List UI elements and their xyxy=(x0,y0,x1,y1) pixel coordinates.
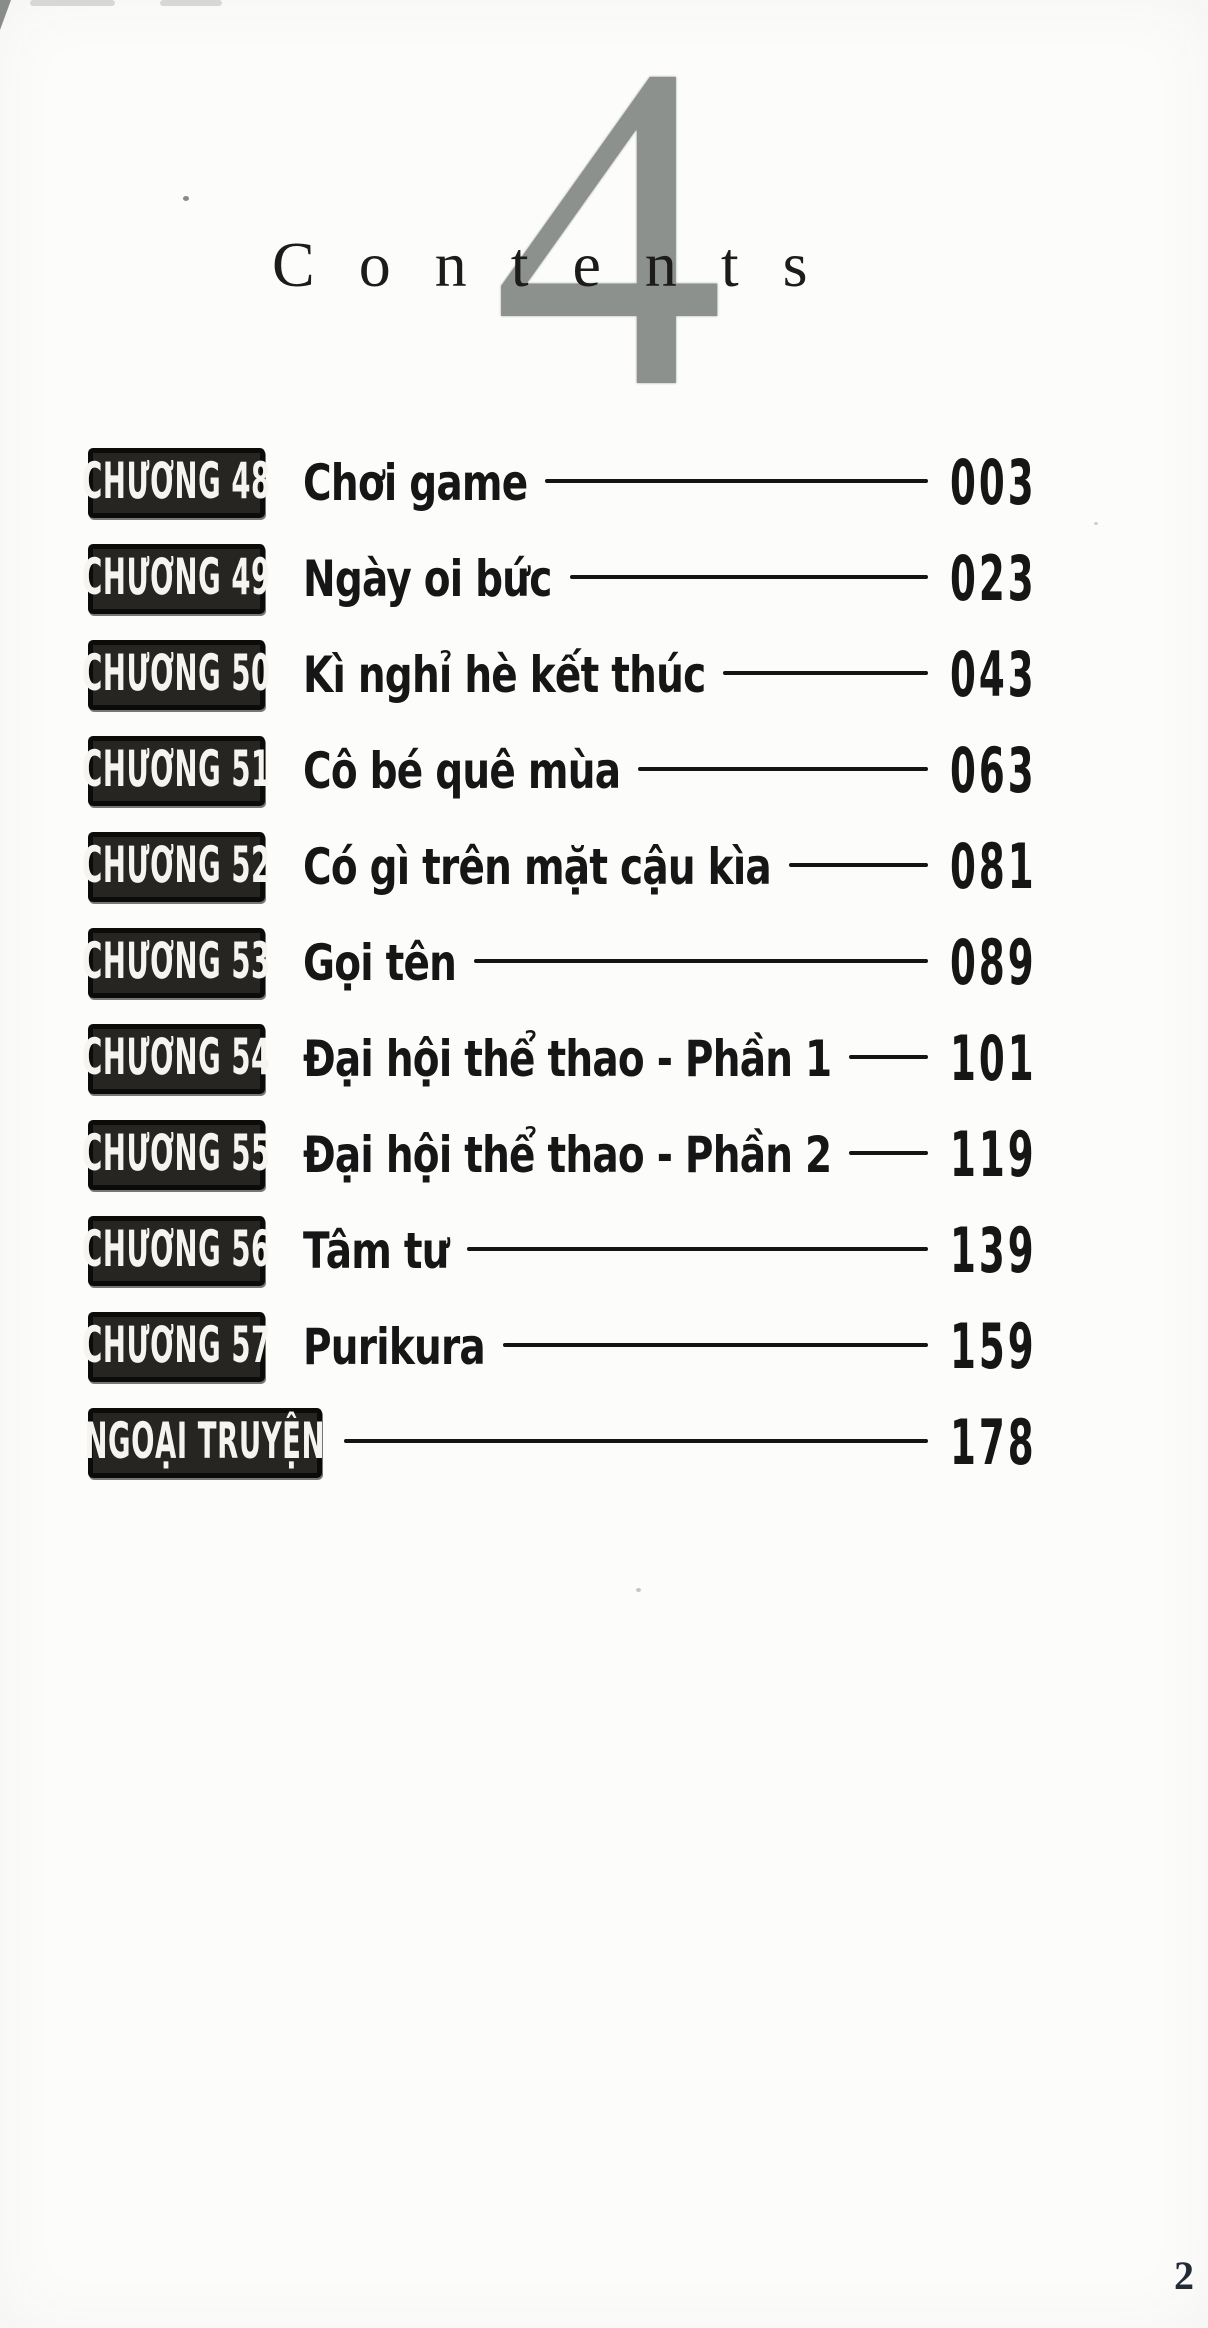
chapter-title: Gọi tên xyxy=(303,933,457,992)
contents-heading: Contents xyxy=(272,229,852,300)
page-number-text: 159 xyxy=(950,1310,1037,1383)
chapter-label-box: CHƯƠNG 54 xyxy=(82,1024,270,1094)
scan-corner-artifact xyxy=(0,0,11,30)
page-number-text: 178 xyxy=(950,1406,1037,1479)
page-number: 089 xyxy=(950,932,1038,994)
leader-line xyxy=(723,671,928,675)
toc-row: CHƯƠNG 48 Chơi game 003 xyxy=(82,448,1038,518)
toc-row: CHƯƠNG 54 Đại hội thể thao - Phần 1 101 xyxy=(82,1024,1038,1094)
volume-number-numeral: 4 xyxy=(492,0,725,484)
chapter-title: Chơi game xyxy=(303,453,528,512)
chapter-title-text: Gọi tên xyxy=(303,933,457,992)
toc-row: CHƯƠNG 51 Cô bé quê mùa 063 xyxy=(82,736,1038,806)
chapter-title: Kì nghỉ hè kết thúc xyxy=(303,645,706,704)
leader-line xyxy=(570,575,928,579)
leader-line xyxy=(503,1343,928,1347)
chapter-label-box: CHƯƠNG 57 xyxy=(82,1312,270,1382)
chapter-title: Tâm tư xyxy=(303,1221,450,1280)
chapter-label-box: CHƯƠNG 48 xyxy=(82,448,270,518)
chapter-title: Đại hội thể thao - Phần 2 xyxy=(303,1125,832,1184)
page-number-text: 101 xyxy=(950,1022,1037,1095)
chapter-title-text: Có gì trên mặt cậu kìa xyxy=(303,837,772,896)
page-number: 139 xyxy=(950,1220,1038,1282)
chapter-title-text: Kì nghỉ hè kết thúc xyxy=(303,645,706,704)
toc-row: CHƯƠNG 49 Ngày oi bức 023 xyxy=(82,544,1038,614)
page-number-text: 043 xyxy=(950,638,1037,711)
chapter-label: CHƯƠNG 50 xyxy=(82,644,271,702)
page-number-text: 023 xyxy=(950,542,1037,615)
chapter-title-text: Purikura xyxy=(303,1317,486,1376)
chapter-title: Purikura xyxy=(303,1317,486,1376)
toc-list: CHƯƠNG 48 Chơi game 003 CHƯƠNG 49 Ngày oi bứ… xyxy=(82,448,1038,1504)
page-number: 081 xyxy=(950,836,1038,898)
chapter-label-box: CHƯƠNG 49 xyxy=(82,544,270,614)
chapter-label: CHƯƠNG 57 xyxy=(82,1316,271,1374)
toc-row: CHƯƠNG 53 Gọi tên 089 xyxy=(82,928,1038,998)
leader-line xyxy=(467,1247,928,1251)
chapter-label-box: CHƯƠNG 56 xyxy=(82,1216,270,1286)
leader-line xyxy=(545,479,928,483)
scan-speck xyxy=(1094,522,1098,525)
chapter-label: CHƯƠNG 49 xyxy=(82,548,271,606)
page-number-text: 063 xyxy=(950,734,1037,807)
scan-edge-artifact xyxy=(160,0,222,6)
chapter-title: Đại hội thể thao - Phần 1 xyxy=(303,1029,832,1088)
chapter-label: CHƯƠNG 55 xyxy=(82,1124,271,1182)
chapter-label-box: CHƯƠNG 53 xyxy=(82,928,270,998)
page-number: 101 xyxy=(950,1028,1038,1090)
scan-edge-artifact xyxy=(30,0,115,6)
page-number-text: 139 xyxy=(950,1214,1037,1287)
scan-speck xyxy=(183,196,189,201)
chapter-label: CHƯƠNG 54 xyxy=(82,1028,271,1086)
chapter-title-text: Đại hội thể thao - Phần 2 xyxy=(303,1125,832,1184)
toc-row: NGOẠI TRUYỆN 178 xyxy=(85,1408,1038,1478)
toc-row: CHƯƠNG 55 Đại hội thể thao - Phần 2 119 xyxy=(82,1120,1038,1190)
chapter-title-text: Ngày oi bức xyxy=(303,549,552,608)
leader-line xyxy=(849,1151,928,1155)
page-number: 178 xyxy=(950,1412,1038,1474)
leader-line xyxy=(344,1439,928,1443)
chapter-label: CHƯƠNG 52 xyxy=(82,836,271,894)
page-number-text: 119 xyxy=(950,1118,1037,1191)
toc-row: CHƯƠNG 50 Kì nghỉ hè kết thúc 043 xyxy=(82,640,1038,710)
chapter-label: NGOẠI TRUYỆN xyxy=(84,1412,326,1470)
chapter-label: CHƯƠNG 53 xyxy=(82,932,271,990)
chapter-title-text: Chơi game xyxy=(303,453,528,512)
chapter-label-box: NGOẠI TRUYỆN xyxy=(85,1408,325,1478)
leader-line xyxy=(638,767,928,771)
chapter-title: Ngày oi bức xyxy=(303,549,552,608)
scan-speck xyxy=(636,1588,641,1592)
page-number-text: 089 xyxy=(950,926,1037,999)
chapter-label: CHƯƠNG 48 xyxy=(82,452,271,510)
page-number: 023 xyxy=(950,548,1038,610)
page-number: 063 xyxy=(950,740,1038,802)
chapter-title: Có gì trên mặt cậu kìa xyxy=(303,837,772,896)
chapter-label: CHƯƠNG 51 xyxy=(82,740,271,798)
page-number-text: 003 xyxy=(950,446,1037,519)
leader-line xyxy=(789,863,928,867)
toc-row: CHƯƠNG 52 Có gì trên mặt cậu kìa 081 xyxy=(82,832,1038,902)
chapter-label-box: CHƯƠNG 51 xyxy=(82,736,270,806)
leader-line xyxy=(849,1055,928,1059)
page-number-text: 081 xyxy=(950,830,1037,903)
page-number: 119 xyxy=(950,1124,1038,1186)
corner-page-number: 2 xyxy=(1174,2253,1194,2298)
chapter-title-text: Cô bé quê mùa xyxy=(303,741,621,800)
toc-row: CHƯƠNG 56 Tâm tư 139 xyxy=(82,1216,1038,1286)
leader-line xyxy=(474,959,928,963)
chapter-title: Cô bé quê mùa xyxy=(303,741,621,800)
page-number: 043 xyxy=(950,644,1038,706)
chapter-label-box: CHƯƠNG 52 xyxy=(82,832,270,902)
chapter-label: CHƯƠNG 56 xyxy=(82,1220,271,1278)
page-number: 003 xyxy=(950,452,1038,514)
page-number: 159 xyxy=(950,1316,1038,1378)
chapter-label-box: CHƯƠNG 55 xyxy=(82,1120,270,1190)
chapter-label-box: CHƯƠNG 50 xyxy=(82,640,270,710)
toc-row: CHƯƠNG 57 Purikura 159 xyxy=(82,1312,1038,1382)
chapter-title-text: Tâm tư xyxy=(303,1221,450,1280)
chapter-title-text: Đại hội thể thao - Phần 1 xyxy=(303,1029,832,1088)
